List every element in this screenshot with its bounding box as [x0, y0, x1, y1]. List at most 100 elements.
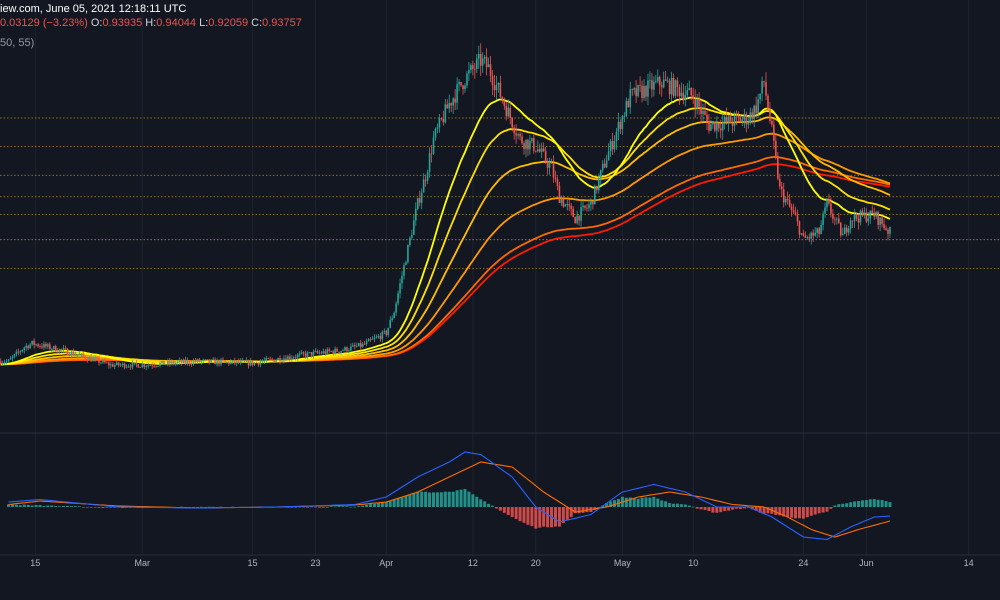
macd-histogram-bar	[471, 494, 475, 507]
candle-body	[641, 85, 643, 98]
candle-body	[438, 118, 441, 128]
macd-histogram-bar	[455, 490, 459, 507]
candle-body	[377, 336, 380, 337]
candle-body	[629, 89, 632, 108]
candle-body	[651, 80, 653, 90]
candle-body	[241, 360, 244, 362]
candle-body	[430, 153, 433, 155]
candle-body	[310, 352, 313, 356]
macd-histogram-bar	[522, 507, 526, 523]
candle-body	[883, 224, 885, 229]
candle-body	[777, 156, 779, 179]
candle-body	[393, 312, 395, 319]
candle-body	[832, 213, 834, 219]
macd-histogram-bar	[841, 503, 845, 507]
macd-histogram-bar	[435, 492, 439, 507]
candle-body	[749, 112, 752, 122]
candle-body	[3, 362, 6, 364]
macd-histogram-bar	[609, 501, 613, 507]
candle-body	[369, 339, 372, 341]
macd-histogram-bar	[494, 507, 498, 509]
macd-histogram-bar	[113, 507, 117, 508]
macd-histogram-bar	[50, 505, 54, 507]
candle-body	[784, 198, 787, 203]
candle-body	[442, 118, 445, 123]
candle-body	[418, 198, 421, 203]
candle-body	[399, 283, 401, 294]
macd-histogram-bar	[672, 503, 676, 507]
candle-body	[678, 86, 681, 97]
macd-histogram-bar	[491, 505, 495, 507]
candle-body	[806, 237, 809, 239]
macd-histogram-bar	[711, 507, 715, 513]
candle-body	[381, 331, 384, 340]
macd-histogram-bar	[754, 507, 758, 511]
candle-body	[123, 363, 126, 368]
indicator-legend[interactable]: 50, 55)	[0, 37, 35, 49]
candle-body	[479, 54, 482, 66]
macd-histogram-bar	[628, 497, 632, 507]
macd-histogram-bar	[329, 506, 333, 507]
candle-body	[232, 360, 234, 362]
candle-body	[172, 361, 175, 364]
candle-body	[414, 208, 417, 221]
macd-histogram-bar	[439, 492, 443, 507]
macd-histogram-bar	[656, 498, 660, 507]
candle-body	[861, 210, 864, 216]
macd-histogram-bar	[14, 504, 18, 507]
macd-histogram-bar	[837, 504, 841, 507]
macd-histogram-bar	[428, 492, 432, 507]
candle-body	[330, 351, 332, 352]
candle-body	[31, 340, 33, 345]
candle-body	[495, 84, 498, 91]
candle-body	[849, 220, 852, 229]
macd-histogram-bar	[317, 507, 321, 508]
candle-body	[428, 153, 431, 173]
macd-histogram-bar	[357, 506, 361, 507]
candle-body	[110, 364, 112, 366]
macd-histogram-bar	[207, 506, 211, 508]
macd-histogram-bar	[782, 507, 786, 517]
candle-body	[302, 352, 305, 354]
macd-histogram-bar	[310, 506, 314, 508]
candle-body	[338, 351, 340, 353]
candle-body	[542, 148, 545, 151]
macd-histogram-bar	[341, 506, 345, 507]
candle-body	[472, 65, 474, 69]
x-tick-label: 15	[30, 558, 40, 568]
candle-body	[131, 362, 134, 368]
candle-body	[712, 121, 714, 125]
macd-histogram-bar	[597, 507, 601, 508]
candle-body	[192, 360, 195, 365]
candle-body	[694, 99, 696, 109]
candle-body	[855, 214, 858, 219]
candle-body	[115, 362, 118, 366]
candle-body	[511, 118, 513, 128]
candle-body	[275, 360, 277, 362]
macd-histogram-bar	[294, 507, 298, 508]
candle-body	[757, 99, 759, 114]
candle-body	[877, 211, 879, 225]
candle-body	[745, 113, 748, 125]
candle-body	[432, 137, 435, 154]
macd-histogram-bar	[400, 497, 404, 507]
candle-body	[733, 115, 736, 126]
candle-body	[684, 95, 687, 101]
candle-body	[483, 56, 486, 59]
candle-body	[129, 366, 132, 368]
x-tick-label: Mar	[135, 558, 151, 568]
candle-body	[617, 121, 620, 132]
candle-body	[601, 163, 604, 170]
macd-histogram-bar	[766, 507, 770, 514]
candle-body	[92, 358, 94, 362]
macd-histogram-bar	[7, 504, 11, 507]
candle-body	[247, 360, 250, 366]
candle-body	[413, 220, 415, 235]
candle-body	[255, 362, 258, 364]
candle-body	[340, 350, 342, 353]
candle-body	[363, 343, 366, 345]
candle-body	[434, 128, 437, 138]
candle-body	[456, 84, 458, 103]
candle-body	[54, 346, 57, 352]
